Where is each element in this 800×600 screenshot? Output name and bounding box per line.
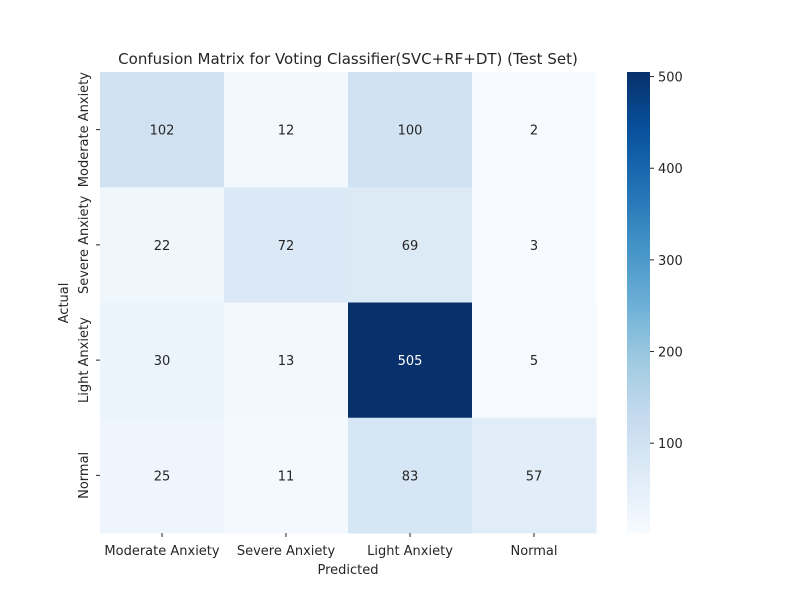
cell-value-label: 72 — [278, 239, 295, 254]
cell-value-label: 25 — [154, 469, 171, 484]
cell-value-label: 5 — [530, 354, 538, 369]
heatmap-cell — [100, 302, 225, 419]
heatmap-cell — [348, 187, 473, 303]
colorbar — [627, 72, 650, 533]
x-tick-label: Light Anxiety — [367, 544, 453, 559]
x-axis-label: Predicted — [317, 563, 378, 578]
heatmap-cell — [348, 302, 473, 419]
cell-value-label: 102 — [150, 124, 175, 139]
cell-value-label: 100 — [398, 124, 423, 139]
colorbar-tick-label: 100 — [658, 437, 683, 452]
cell-value-label: 2 — [530, 124, 538, 139]
x-tick-label: Moderate Anxiety — [104, 544, 219, 559]
heatmap-cell — [100, 417, 225, 534]
heatmap-cell — [472, 72, 597, 188]
heatmap-cell — [224, 187, 349, 303]
cell-value-label: 30 — [154, 354, 171, 369]
y-tick-label: Moderate Anxiety — [77, 72, 92, 187]
heatmap-cell — [472, 302, 597, 419]
y-tick-label: Light Anxiety — [77, 317, 92, 403]
heatmap-cell — [100, 72, 225, 188]
cell-value-label: 57 — [526, 469, 543, 484]
y-tick-label: Severe Anxiety — [77, 195, 92, 294]
colorbar-tick-label: 200 — [658, 346, 683, 361]
heatmap-cell — [472, 417, 597, 534]
heatmap-cell — [472, 187, 597, 303]
cell-value-label: 83 — [402, 469, 419, 484]
y-tick-label: Normal — [77, 452, 92, 499]
heatmap-cells — [100, 72, 597, 534]
cell-value-label: 13 — [278, 354, 295, 369]
cell-value-label: 22 — [154, 239, 171, 254]
heatmap-cell — [224, 302, 349, 419]
colorbar-tick-label: 400 — [658, 162, 683, 177]
heatmap-cell — [224, 417, 349, 534]
y-axis-ticks: Moderate Anxiety Severe Anxiety Light Anxi… — [77, 72, 100, 499]
colorbar-tick-label: 300 — [658, 254, 683, 269]
cell-value-label: 3 — [530, 239, 538, 254]
heatmap-cell — [348, 417, 473, 534]
heatmap-cell — [100, 187, 225, 303]
colorbar-tick-label: 500 — [658, 71, 683, 86]
heatmap-cell-labels: 102 12 100 222 72 69 330 13 505 525 11 83 57 — [150, 124, 543, 485]
chart-title: Confusion Matrix for Voting Classifier(S… — [118, 50, 578, 68]
cell-value-label: 12 — [278, 124, 295, 139]
cell-value-label: 505 — [398, 354, 423, 369]
x-axis-ticks: Moderate Anxiety Severe Anxiety Light Anxi… — [104, 533, 558, 559]
x-tick-label: Normal — [510, 544, 557, 559]
cell-value-label: 69 — [402, 239, 419, 254]
colorbar-ticks: 100 200 300 400 500 — [650, 71, 683, 452]
y-axis-label: Actual — [57, 283, 72, 324]
x-tick-label: Severe Anxiety — [237, 544, 336, 559]
cell-value-label: 11 — [278, 469, 295, 484]
heatmap-cell — [348, 72, 473, 188]
heatmap-cell — [224, 72, 349, 188]
